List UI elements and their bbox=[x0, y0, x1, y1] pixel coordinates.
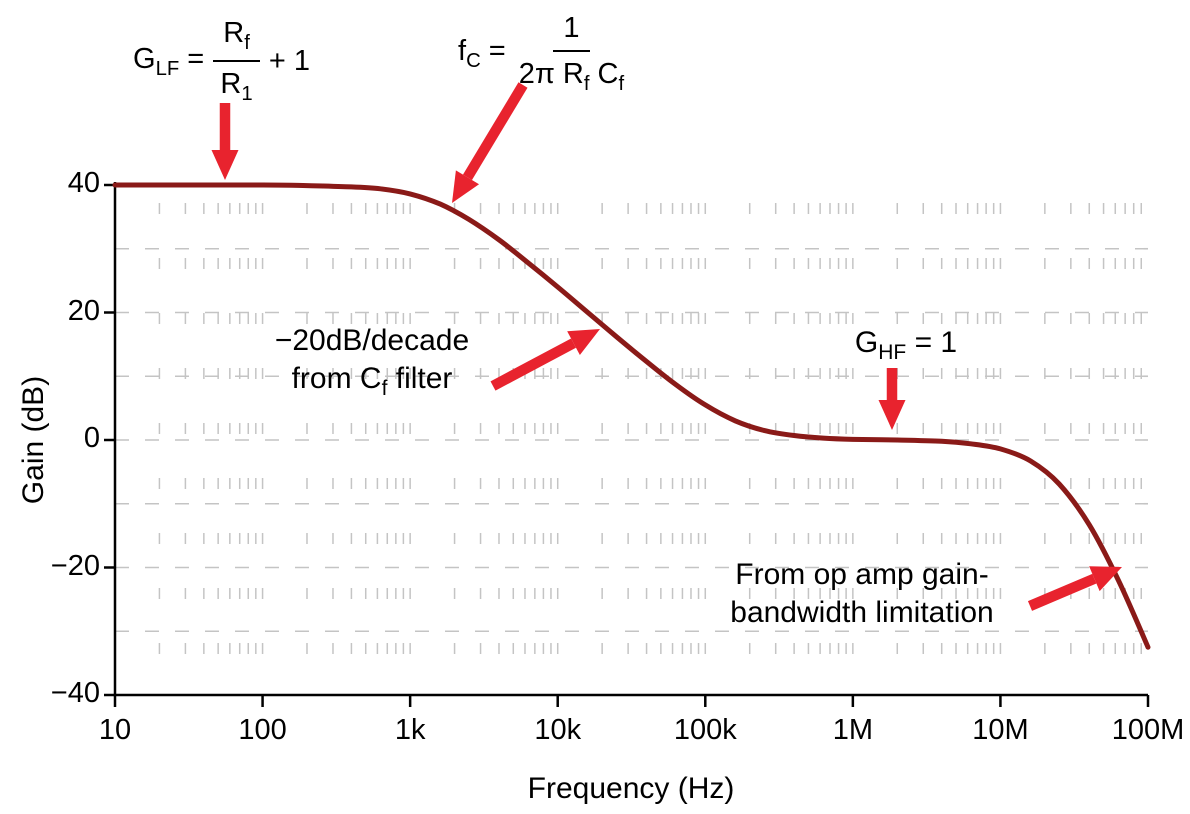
x-tick-label: 100M bbox=[1111, 714, 1185, 746]
formula-suffix: + 1 bbox=[268, 45, 310, 78]
x-tick-label: 10M bbox=[972, 714, 1029, 746]
x-tick-label: 1k bbox=[394, 714, 426, 746]
glf-formula: GLF = Rf R1 + 1 bbox=[133, 15, 310, 107]
x-tick-label: 1M bbox=[832, 714, 873, 746]
slope-note: −20dB/decade from Cf filter bbox=[274, 324, 470, 400]
arrow-ghf bbox=[878, 368, 906, 430]
x-tick-label: 10 bbox=[98, 714, 132, 746]
arrow-glf bbox=[211, 103, 239, 180]
gain-curve bbox=[112, 182, 1151, 650]
x-tick-label: 100 bbox=[238, 714, 287, 746]
arrow-fc bbox=[452, 82, 528, 203]
formula-fraction: 1 2π Rf Cf bbox=[518, 12, 625, 96]
annotation-arrows bbox=[211, 82, 1122, 611]
arrow-slope bbox=[490, 329, 600, 391]
y-tick-label: 0 bbox=[83, 422, 100, 454]
y-tick-label: −40 bbox=[50, 677, 100, 709]
x-tick-label: 10k bbox=[534, 714, 582, 746]
fc-formula: fC = 1 2π Rf Cf bbox=[458, 10, 628, 97]
ghf-note: GHF = 1 bbox=[854, 326, 958, 364]
formula-fraction: Rf R1 bbox=[213, 15, 260, 107]
y-tick-label: 20 bbox=[67, 294, 100, 327]
gridlines bbox=[115, 185, 1148, 695]
y-tick-label: −20 bbox=[50, 549, 100, 582]
x-axis-title: Frequency (Hz) bbox=[527, 772, 735, 805]
formula-prefix: GLF = bbox=[133, 42, 205, 80]
y-tick-label: 40 bbox=[67, 167, 100, 199]
x-tick-label: 100k bbox=[673, 714, 737, 746]
formula-prefix: fC = bbox=[458, 35, 506, 72]
arrow-gbw bbox=[1027, 566, 1122, 611]
gbw-note: From op amp gain-bandwidth limitation bbox=[730, 558, 994, 629]
